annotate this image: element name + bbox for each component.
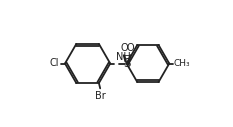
Text: O: O	[120, 43, 128, 53]
Text: Cl: Cl	[50, 59, 59, 68]
Text: CH₃: CH₃	[174, 59, 190, 68]
Text: S: S	[123, 57, 131, 70]
Text: Br: Br	[95, 91, 106, 101]
Text: NH: NH	[116, 52, 131, 62]
Text: O: O	[127, 43, 134, 53]
